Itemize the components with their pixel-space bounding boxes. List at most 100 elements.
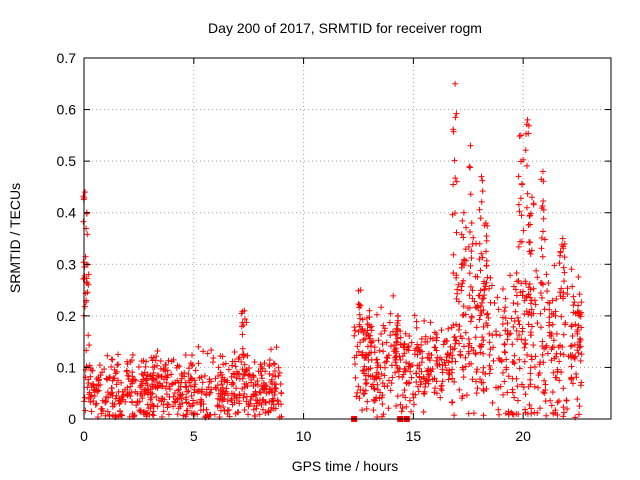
data-point bbox=[414, 362, 421, 369]
data-point bbox=[151, 383, 158, 390]
data-point bbox=[476, 206, 483, 213]
data-point bbox=[371, 386, 378, 393]
data-point bbox=[489, 332, 496, 339]
data-point bbox=[561, 254, 568, 261]
data-point bbox=[549, 389, 556, 396]
data-point bbox=[487, 274, 494, 281]
data-point bbox=[463, 257, 470, 264]
data-point bbox=[239, 331, 246, 338]
data-point bbox=[387, 343, 394, 350]
data-point bbox=[469, 376, 476, 383]
data-point bbox=[205, 384, 212, 391]
data-point bbox=[460, 374, 467, 381]
data-point bbox=[82, 407, 89, 414]
data-point bbox=[425, 371, 432, 378]
data-point bbox=[450, 181, 457, 188]
data-point bbox=[433, 390, 440, 397]
data-point bbox=[439, 369, 446, 376]
data-point bbox=[478, 341, 485, 348]
data-point bbox=[512, 286, 519, 293]
data-point bbox=[526, 212, 533, 219]
data-point bbox=[516, 332, 523, 339]
data-point bbox=[243, 393, 250, 400]
data-point bbox=[421, 390, 428, 397]
data-point bbox=[393, 353, 400, 360]
data-point bbox=[274, 397, 281, 404]
data-point bbox=[245, 403, 252, 410]
data-point bbox=[102, 412, 109, 419]
data-point bbox=[528, 405, 535, 412]
data-point bbox=[568, 323, 575, 330]
data-point bbox=[147, 405, 154, 412]
data-point bbox=[559, 293, 566, 300]
data-point bbox=[568, 363, 575, 370]
data-point bbox=[571, 355, 578, 362]
data-point bbox=[222, 360, 229, 367]
data-point bbox=[95, 374, 102, 381]
data-point bbox=[503, 356, 510, 363]
data-point bbox=[183, 383, 190, 390]
data-point bbox=[390, 292, 397, 299]
data-point bbox=[193, 399, 200, 406]
data-point bbox=[144, 389, 151, 396]
x-tick-label: 20 bbox=[515, 428, 531, 444]
data-point bbox=[546, 329, 553, 336]
data-point bbox=[172, 395, 179, 402]
data-point bbox=[101, 366, 108, 373]
data-point bbox=[556, 377, 563, 384]
data-point bbox=[562, 321, 569, 328]
data-point bbox=[128, 357, 135, 364]
data-point bbox=[91, 393, 98, 400]
data-point bbox=[431, 344, 438, 351]
data-point bbox=[578, 351, 585, 358]
data-point bbox=[484, 310, 491, 317]
data-point bbox=[515, 277, 522, 284]
data-point bbox=[527, 294, 534, 301]
data-point bbox=[188, 362, 195, 369]
y-tick-label: 0 bbox=[68, 411, 76, 427]
data-point bbox=[459, 217, 466, 224]
data-point bbox=[163, 379, 170, 386]
data-point bbox=[560, 245, 567, 252]
data-point bbox=[467, 164, 474, 171]
data-point bbox=[187, 360, 194, 367]
data-point bbox=[546, 300, 553, 307]
data-point bbox=[472, 273, 479, 280]
data-point bbox=[191, 377, 198, 384]
data-point bbox=[351, 324, 358, 331]
data-point bbox=[266, 388, 273, 395]
data-point bbox=[564, 291, 571, 298]
data-point bbox=[164, 404, 171, 411]
data-point bbox=[260, 396, 267, 403]
data-point bbox=[523, 204, 530, 211]
data-point bbox=[153, 353, 160, 360]
data-point bbox=[245, 411, 252, 418]
data-point bbox=[80, 218, 87, 225]
data-point bbox=[546, 306, 553, 313]
data-point bbox=[142, 380, 149, 387]
data-point bbox=[477, 267, 484, 274]
data-point bbox=[104, 389, 111, 396]
y-tick-label: 0.5 bbox=[57, 153, 77, 169]
data-point bbox=[527, 364, 534, 371]
data-point bbox=[495, 355, 502, 362]
data-point bbox=[169, 380, 176, 387]
data-point bbox=[487, 299, 494, 306]
data-point bbox=[499, 286, 506, 293]
data-point bbox=[469, 241, 476, 248]
data-point bbox=[473, 368, 480, 375]
data-point bbox=[502, 327, 509, 334]
data-point bbox=[514, 336, 521, 343]
data-point bbox=[574, 347, 581, 354]
data-point bbox=[203, 391, 210, 398]
chart-title: Day 200 of 2017, SRMTID for receiver rog… bbox=[208, 20, 482, 36]
data-point bbox=[480, 337, 487, 344]
data-point bbox=[546, 314, 553, 321]
data-point bbox=[560, 351, 567, 358]
data-point bbox=[133, 402, 140, 409]
data-point bbox=[387, 310, 394, 317]
data-point bbox=[466, 228, 473, 235]
data-point bbox=[212, 375, 219, 382]
data-point bbox=[544, 350, 551, 357]
data-point bbox=[360, 329, 367, 336]
